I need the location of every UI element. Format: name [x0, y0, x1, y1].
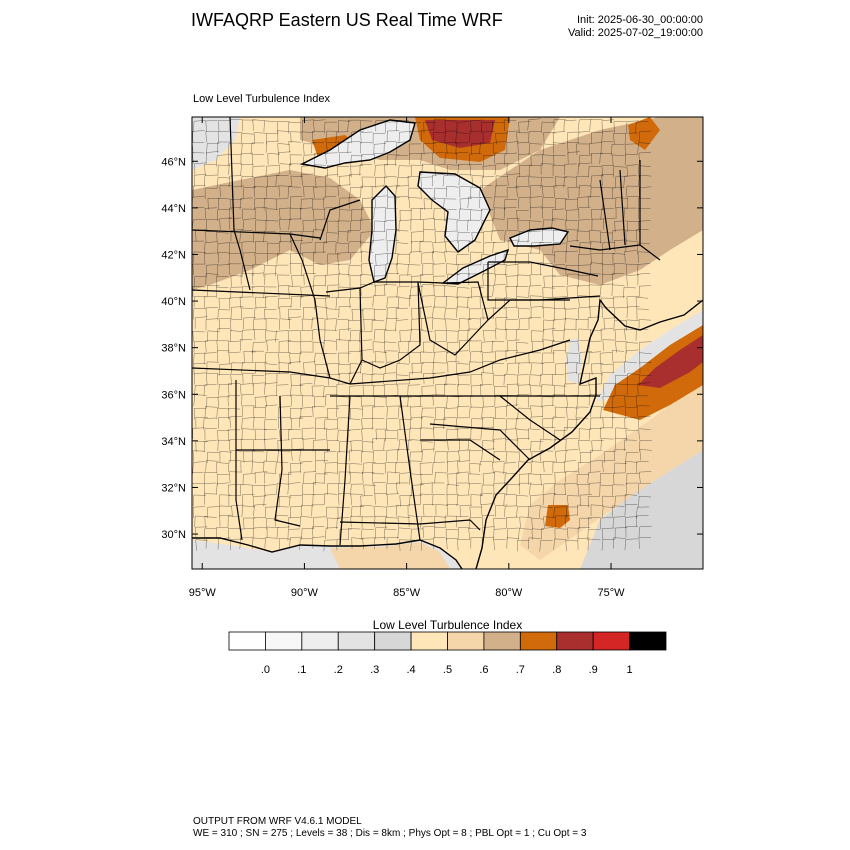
init-time: Init: 2025-06-30_00:00:00: [577, 14, 703, 26]
colorbar-swatch: [629, 631, 667, 651]
coastline: [192, 298, 703, 569]
colorbar-swatch: [337, 631, 376, 651]
colorbar-swatch: [228, 631, 266, 651]
colorbar-label: .3: [370, 664, 379, 676]
colorbar-swatch: [265, 631, 303, 651]
lon-tick-label: 90°W: [291, 587, 319, 599]
lat-tick-label: 46°N: [161, 156, 186, 168]
colorbar-label: .2: [334, 664, 343, 676]
lat-tick-label: 40°N: [161, 296, 186, 308]
colorbar-label: .5: [443, 664, 452, 676]
lat-tick-label: 36°N: [161, 389, 186, 401]
colorbar-title: Low Level Turbulence Index: [372, 618, 523, 632]
lat-tick-label: 34°N: [161, 436, 186, 448]
lat-tick-label: 30°N: [161, 529, 186, 541]
colorbar-swatch: [447, 631, 485, 651]
colorbar: .0 .1 .2 .3 .4 .5 .6 .7 .8 .9 1: [228, 631, 667, 676]
plot-title: IWFAQRP Eastern US Real Time WRF: [191, 10, 503, 30]
colorbar-label: .0: [261, 664, 270, 676]
map-frame: [191, 116, 704, 570]
lake-huron: [417, 171, 491, 253]
footer-model: OUTPUT FROM WRF V4.6.1 MODEL: [193, 816, 362, 827]
lat-tick-label: 32°N: [161, 482, 186, 494]
colorbar-swatch: [519, 631, 558, 651]
valid-time: Valid: 2025-07-02_19:00:00: [568, 27, 703, 39]
colorbar-label: .8: [552, 664, 561, 676]
colorbar-label: 1: [627, 664, 633, 676]
lon-tick-label: 85°W: [393, 587, 421, 599]
map-field: [192, 117, 703, 569]
canada-red-core: [425, 120, 495, 148]
chesapeake-bay: [566, 338, 582, 384]
footer-settings: WE = 310 ; SN = 275 ; Levels = 38 ; Dis …: [193, 828, 587, 839]
colorbar-swatch: [556, 631, 594, 651]
ocean-grey-band: [596, 310, 703, 402]
county-grid: [192, 118, 652, 552]
lon-tick-label: 95°W: [189, 587, 217, 599]
lat-tick-label: 42°N: [161, 249, 186, 261]
colorbar-swatch: [410, 631, 448, 651]
longitude-axis: 95°W 90°W 85°W 80°W 75°W: [189, 117, 625, 599]
lon-tick-label: 80°W: [495, 587, 523, 599]
colorbar-swatch: [483, 631, 521, 651]
ocean-red-core: [638, 335, 703, 388]
ocean-orange-spot: [545, 505, 570, 528]
lon-tick-label: 75°W: [598, 587, 626, 599]
upper-midwest-tan: [192, 170, 375, 290]
colorbar-label: .7: [516, 664, 525, 676]
lat-tick-label: 44°N: [161, 203, 186, 215]
ocean-grey-south: [580, 440, 703, 569]
map-subtitle: Low Level Turbulence Index: [193, 93, 330, 105]
colorbar-swatch: [374, 631, 412, 651]
colorbar-label: .4: [406, 664, 415, 676]
gulf-tan: [330, 542, 450, 569]
colorbar-swatch: [592, 631, 630, 651]
colorbar-label: .1: [297, 664, 306, 676]
latitude-axis: 30°N 32°N 34°N 36°N 38°N 40°N 42°N 44°N 46°N: [161, 156, 703, 541]
lat-tick-label: 38°N: [161, 343, 186, 355]
colorbar-swatch: [301, 631, 339, 651]
colorbar-label: .9: [589, 664, 598, 676]
colorbar-label: .6: [479, 664, 488, 676]
